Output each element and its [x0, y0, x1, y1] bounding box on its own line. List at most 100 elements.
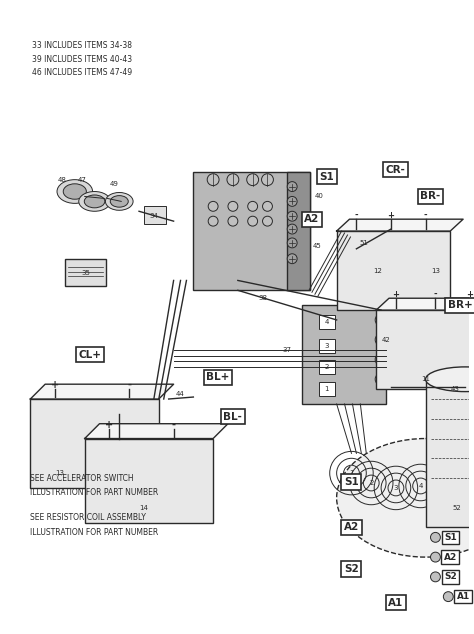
Ellipse shape: [110, 196, 128, 207]
Text: 40: 40: [314, 193, 323, 200]
Text: ILLUSTRATION FOR PART NUMBER: ILLUSTRATION FOR PART NUMBER: [30, 488, 159, 498]
Text: 2: 2: [325, 365, 329, 370]
Text: 36: 36: [327, 171, 336, 177]
Circle shape: [287, 181, 297, 191]
FancyBboxPatch shape: [376, 310, 474, 389]
Text: A2: A2: [344, 522, 359, 533]
Ellipse shape: [105, 193, 133, 210]
FancyBboxPatch shape: [85, 439, 213, 522]
Text: 12: 12: [374, 268, 383, 273]
Text: 35: 35: [81, 269, 90, 276]
Circle shape: [208, 216, 218, 226]
Text: 1: 1: [349, 470, 354, 476]
Ellipse shape: [79, 191, 110, 211]
Circle shape: [287, 211, 297, 221]
Ellipse shape: [426, 367, 474, 392]
Text: 41: 41: [312, 218, 321, 224]
Text: 3: 3: [325, 342, 329, 349]
Circle shape: [207, 174, 219, 186]
Text: 13: 13: [55, 470, 64, 476]
Circle shape: [443, 592, 453, 602]
Text: SEE ACCELERATOR SWITCH: SEE ACCELERATOR SWITCH: [30, 474, 134, 482]
Text: 48: 48: [57, 177, 66, 183]
Circle shape: [208, 202, 218, 211]
Circle shape: [375, 314, 387, 326]
Text: 49: 49: [110, 181, 119, 186]
Circle shape: [375, 354, 387, 365]
Text: -: -: [127, 380, 131, 390]
Circle shape: [430, 552, 440, 562]
Ellipse shape: [57, 179, 92, 204]
Text: 4: 4: [419, 483, 423, 489]
Text: BL+: BL+: [206, 372, 230, 382]
Polygon shape: [85, 424, 228, 439]
Text: A2: A2: [444, 553, 457, 562]
Circle shape: [430, 572, 440, 582]
Circle shape: [227, 174, 239, 186]
FancyBboxPatch shape: [287, 172, 310, 290]
Text: 11: 11: [421, 376, 430, 382]
Text: 2: 2: [369, 480, 374, 486]
Text: -: -: [434, 290, 437, 299]
Text: +: +: [466, 290, 474, 299]
Circle shape: [287, 197, 297, 206]
Text: A1: A1: [456, 592, 470, 601]
Text: S2: S2: [344, 564, 359, 574]
Text: +: +: [105, 420, 113, 430]
FancyBboxPatch shape: [319, 339, 335, 353]
Text: BL-: BL-: [223, 412, 242, 422]
Text: BR-: BR-: [420, 191, 441, 202]
Text: S1: S1: [319, 172, 334, 182]
Text: 43: 43: [451, 386, 460, 392]
Ellipse shape: [84, 195, 105, 208]
Circle shape: [287, 254, 297, 264]
Circle shape: [228, 216, 238, 226]
Text: 39 INCLUDES ITEMS 40-43: 39 INCLUDES ITEMS 40-43: [32, 55, 132, 63]
FancyBboxPatch shape: [319, 361, 335, 374]
Text: +: +: [51, 380, 59, 390]
Circle shape: [228, 202, 238, 211]
Circle shape: [263, 216, 273, 226]
Text: CR-: CR-: [386, 165, 406, 175]
FancyBboxPatch shape: [302, 305, 386, 404]
FancyBboxPatch shape: [426, 379, 474, 527]
Text: 34: 34: [149, 213, 158, 219]
Text: A2: A2: [304, 214, 319, 224]
Polygon shape: [376, 298, 474, 310]
Text: 44: 44: [176, 391, 185, 397]
Text: SEE RESISTOR COIL ASSEMBLY: SEE RESISTOR COIL ASSEMBLY: [30, 513, 146, 522]
Circle shape: [287, 224, 297, 234]
Text: 47: 47: [77, 177, 86, 183]
Text: -: -: [172, 420, 175, 430]
Circle shape: [248, 202, 257, 211]
Circle shape: [248, 216, 257, 226]
FancyBboxPatch shape: [65, 259, 107, 287]
Text: 42: 42: [382, 337, 391, 343]
Circle shape: [262, 174, 273, 186]
Ellipse shape: [337, 439, 474, 557]
FancyBboxPatch shape: [144, 206, 166, 224]
Polygon shape: [30, 384, 173, 399]
Text: 33 INCLUDES ITEMS 34-38: 33 INCLUDES ITEMS 34-38: [32, 41, 132, 50]
Text: 52: 52: [453, 505, 462, 511]
Text: 51: 51: [360, 240, 369, 246]
Text: 1: 1: [325, 386, 329, 392]
Text: ILLUSTRATION FOR PART NUMBER: ILLUSTRATION FOR PART NUMBER: [30, 528, 159, 537]
Text: S2: S2: [444, 573, 456, 581]
Text: S1: S1: [344, 477, 359, 487]
Text: 3: 3: [394, 485, 398, 491]
Circle shape: [375, 373, 387, 385]
FancyBboxPatch shape: [337, 231, 450, 310]
Circle shape: [263, 202, 273, 211]
Text: +: +: [392, 290, 400, 299]
Circle shape: [287, 238, 297, 248]
FancyBboxPatch shape: [319, 382, 335, 396]
Text: 37: 37: [283, 347, 292, 353]
FancyBboxPatch shape: [319, 315, 335, 329]
Ellipse shape: [63, 184, 86, 199]
Text: 46 INCLUDES ITEMS 47-49: 46 INCLUDES ITEMS 47-49: [32, 68, 132, 77]
FancyBboxPatch shape: [30, 399, 159, 488]
Text: 13: 13: [431, 268, 440, 273]
Text: 4: 4: [325, 319, 329, 325]
Text: -: -: [424, 210, 428, 220]
